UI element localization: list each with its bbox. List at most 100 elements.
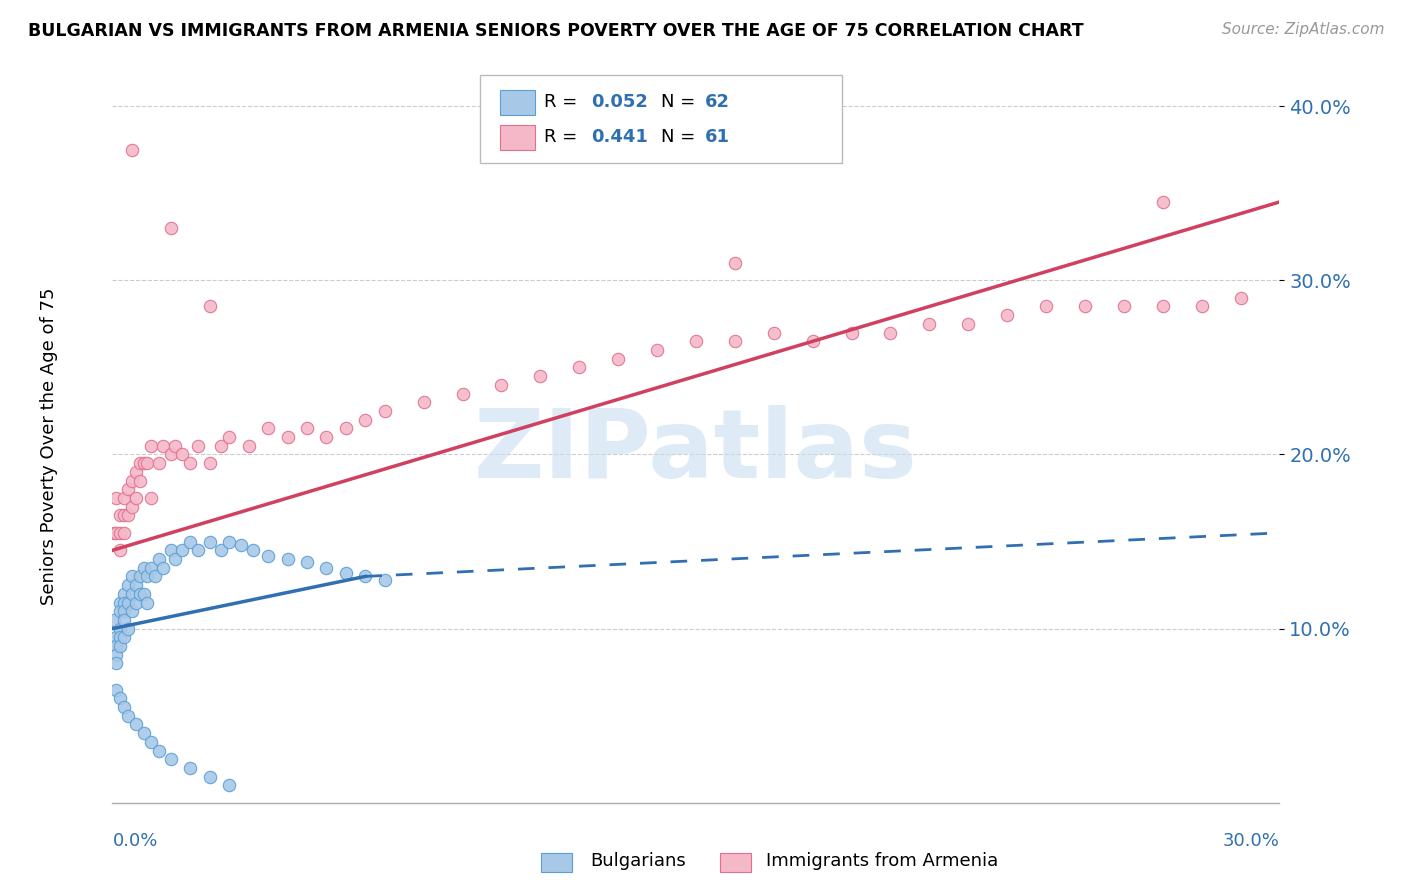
Point (841, 326, 863, 340)
Point (152, 560, 174, 574)
Point (112, 595, 135, 609)
Point (105, 682, 128, 697)
Point (105, 525, 128, 540)
Point (645, 343, 668, 357)
Point (160, 543, 183, 558)
Point (879, 326, 901, 340)
Point (136, 456, 159, 470)
Point (141, 735, 163, 749)
Point (568, 360, 591, 375)
Point (121, 587, 143, 601)
Point (132, 587, 155, 601)
Point (152, 439, 174, 453)
Point (141, 560, 163, 574)
Point (105, 657, 128, 671)
Point (117, 708, 139, 723)
Text: N =: N = (661, 128, 702, 146)
Point (257, 421, 280, 435)
Point (148, 552, 170, 566)
Point (143, 569, 166, 583)
Point (132, 456, 155, 470)
Point (141, 491, 163, 505)
Point (110, 543, 132, 558)
Point (121, 474, 143, 488)
Point (163, 552, 186, 566)
Point (529, 369, 551, 384)
Point (125, 595, 148, 609)
Point (112, 525, 135, 540)
Point (112, 604, 135, 618)
Text: N =: N = (661, 93, 702, 112)
Point (121, 500, 143, 514)
Point (117, 595, 139, 609)
Point (257, 549, 280, 563)
Point (103, 525, 125, 540)
Point (110, 639, 132, 653)
Point (607, 351, 630, 366)
Point (112, 613, 135, 627)
Point (218, 778, 240, 792)
Point (121, 604, 143, 618)
Point (295, 421, 318, 435)
Point (412, 395, 434, 409)
Point (110, 691, 132, 706)
Point (957, 317, 980, 331)
Point (229, 538, 252, 552)
Point (110, 525, 132, 540)
Point (315, 430, 337, 444)
Point (238, 439, 260, 453)
Point (335, 566, 357, 580)
Point (110, 604, 132, 618)
Point (128, 474, 150, 488)
Point (218, 430, 240, 444)
Point (105, 631, 128, 645)
Point (112, 587, 135, 601)
Point (117, 508, 139, 523)
Point (172, 543, 194, 558)
Point (724, 256, 747, 270)
Point (179, 761, 201, 775)
Point (125, 491, 148, 505)
Point (179, 534, 201, 549)
Text: ZIPatlas: ZIPatlas (474, 405, 918, 499)
Point (1191, 300, 1213, 314)
Point (125, 578, 148, 592)
Point (491, 377, 513, 392)
Point (132, 560, 155, 574)
Text: 62: 62 (706, 93, 730, 112)
Point (125, 465, 148, 479)
Point (110, 595, 132, 609)
Point (762, 326, 785, 340)
Point (103, 613, 125, 627)
Point (125, 717, 148, 731)
Point (148, 743, 170, 757)
Point (242, 543, 264, 558)
Text: Seniors Poverty Over the Age of 75: Seniors Poverty Over the Age of 75 (41, 287, 58, 605)
Point (1229, 291, 1251, 305)
Point (451, 386, 474, 401)
Point (1152, 194, 1174, 209)
Point (374, 573, 396, 587)
Point (121, 143, 143, 157)
Point (136, 595, 159, 609)
Point (128, 587, 150, 601)
Point (160, 221, 183, 235)
Point (121, 569, 143, 583)
Point (112, 700, 135, 714)
Text: Immigrants from Armenia: Immigrants from Armenia (766, 852, 998, 870)
Point (141, 439, 163, 453)
Point (160, 448, 183, 462)
Point (132, 726, 155, 740)
Point (1152, 300, 1174, 314)
Point (112, 631, 135, 645)
FancyBboxPatch shape (501, 90, 534, 115)
Text: 61: 61 (706, 128, 730, 146)
Point (374, 404, 396, 418)
Point (128, 569, 150, 583)
Point (179, 456, 201, 470)
Point (354, 569, 377, 583)
Point (110, 508, 132, 523)
Point (187, 439, 209, 453)
Point (995, 308, 1018, 322)
FancyBboxPatch shape (479, 75, 842, 163)
